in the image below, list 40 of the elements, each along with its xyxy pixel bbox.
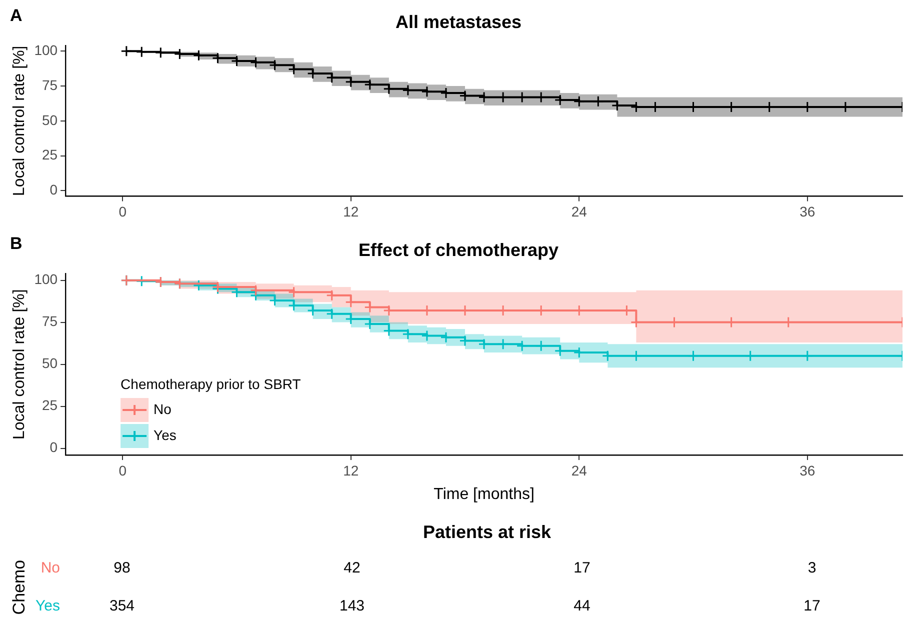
- y-tick-label: No: [40, 560, 60, 577]
- x-tick-label: 24: [571, 203, 588, 220]
- legend-label: Yes: [154, 426, 176, 443]
- y-tick-label: 100: [34, 271, 58, 288]
- x-tick-label: 12: [343, 462, 359, 478]
- chart-title: Effect of chemotherapy: [358, 240, 559, 260]
- x-tick-label: 36: [800, 462, 816, 478]
- x-tick-label: 24: [571, 462, 588, 478]
- y-tick-label: 50: [42, 112, 58, 128]
- y-tick-label: Yes: [36, 597, 60, 614]
- legend-label: No: [154, 400, 172, 417]
- x-tick-label: 0: [118, 462, 127, 478]
- legend-title: Chemotherapy prior to SBRT: [120, 376, 302, 392]
- chart-title: Patients at risk: [422, 522, 552, 542]
- chart-title: All metastases: [395, 12, 522, 32]
- text: B: [10, 234, 22, 254]
- y-axis-title: Local control rate [%]: [11, 289, 28, 440]
- data-label: 17: [574, 560, 590, 577]
- y-tick-label: 0: [50, 181, 58, 198]
- x-tick-label: 0: [118, 203, 127, 220]
- y-tick-label: 75: [42, 76, 58, 93]
- data-label: 3: [808, 560, 816, 577]
- data-label: 17: [804, 597, 820, 614]
- y-tick-label: 100: [34, 42, 58, 58]
- data-label: 44: [574, 597, 590, 614]
- data-label: 42: [344, 560, 360, 577]
- x-axis-title: Time [months]: [434, 486, 534, 503]
- y-axis-title: Chemo: [10, 560, 29, 615]
- y-tick-label: 25: [42, 397, 58, 414]
- y-axis-title: Local control rate [%]: [11, 46, 28, 196]
- y-tick-label: 50: [42, 355, 58, 372]
- y-tick-label: 25: [42, 146, 58, 163]
- y-tick-label: 75: [42, 313, 58, 330]
- data-label: 98: [114, 560, 130, 577]
- y-tick-label: 0: [50, 439, 58, 456]
- data-label: 143: [339, 597, 365, 614]
- data-label: 354: [109, 597, 135, 614]
- x-tick-label: 36: [800, 203, 816, 220]
- x-tick-label: 12: [343, 203, 359, 220]
- text: A: [10, 6, 22, 26]
